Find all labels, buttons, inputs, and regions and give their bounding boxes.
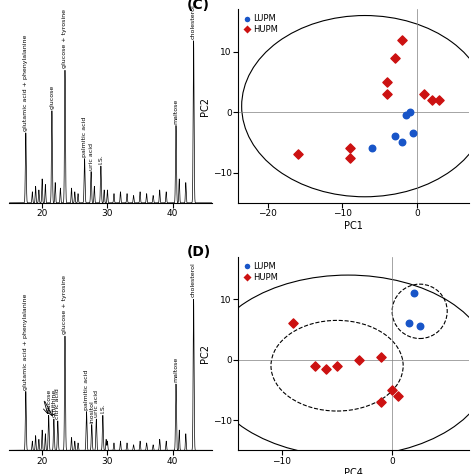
Text: palmitic acid: palmitic acid: [84, 369, 89, 410]
Text: maltose: maltose: [173, 357, 179, 382]
X-axis label: PC4: PC4: [344, 468, 363, 474]
Text: (D): (D): [187, 246, 211, 259]
Point: [356, 356, 363, 364]
Text: I.S.: I.S.: [99, 155, 103, 164]
Text: glucose + tyrosine: glucose + tyrosine: [63, 275, 67, 334]
Point: [402, 111, 410, 119]
Text: uric acid: uric acid: [94, 390, 99, 417]
X-axis label: PC1: PC1: [344, 221, 363, 231]
Legend: LUPM, HUPM: LUPM, HUPM: [242, 261, 279, 283]
Point: [383, 78, 391, 86]
Text: cholesterol: cholesterol: [191, 4, 196, 39]
Point: [416, 323, 423, 330]
Text: glucose: glucose: [49, 85, 55, 109]
Point: [391, 54, 399, 62]
Point: [383, 90, 391, 98]
Legend: LUPM, HUPM: LUPM, HUPM: [242, 14, 279, 35]
Text: cholesterol: cholesterol: [191, 263, 196, 298]
Point: [377, 353, 385, 360]
Text: inositol: inositol: [89, 400, 94, 423]
Point: [311, 362, 319, 370]
Point: [410, 290, 418, 297]
Text: citric acid: citric acid: [55, 388, 60, 419]
Point: [398, 138, 406, 146]
Point: [410, 129, 417, 137]
Point: [346, 154, 354, 161]
Point: [322, 365, 330, 373]
Text: I.S.: I.S.: [100, 404, 105, 413]
Point: [391, 133, 399, 140]
Point: [436, 96, 443, 104]
Text: (C): (C): [187, 0, 210, 12]
Text: palmitic acid: palmitic acid: [82, 117, 87, 157]
Text: glutamic acid + phenylalanine: glutamic acid + phenylalanine: [23, 293, 28, 390]
Text: ornithine: ornithine: [51, 389, 56, 417]
Text: uric acid: uric acid: [89, 143, 93, 170]
Point: [294, 151, 301, 158]
Point: [428, 96, 436, 104]
Point: [406, 109, 413, 116]
Point: [333, 362, 341, 370]
Y-axis label: PC2: PC2: [200, 97, 210, 116]
Point: [289, 319, 297, 327]
Point: [377, 398, 385, 406]
Point: [405, 319, 412, 327]
Point: [368, 145, 376, 152]
Text: glucose: glucose: [46, 389, 51, 413]
Y-axis label: PC2: PC2: [200, 344, 210, 363]
Point: [394, 392, 401, 400]
Text: maltose: maltose: [173, 99, 179, 124]
Point: [398, 36, 406, 44]
Point: [346, 145, 354, 152]
Point: [388, 386, 396, 394]
Text: glucose + tyrosine: glucose + tyrosine: [63, 9, 67, 68]
Point: [421, 90, 428, 98]
Text: glutamic acid + phenylalanine: glutamic acid + phenylalanine: [23, 35, 28, 131]
